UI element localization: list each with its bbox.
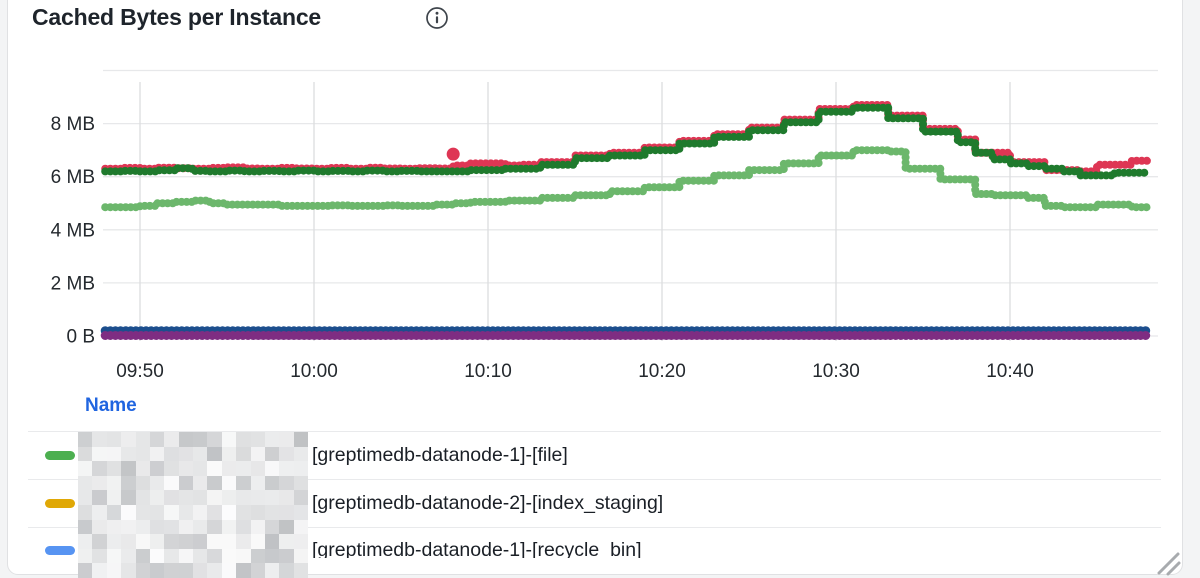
y-tick-label: 2 MB <box>51 273 95 294</box>
x-tick-label: 09:50 <box>116 361 164 382</box>
y-tick-label: 4 MB <box>51 220 95 241</box>
outlier-point <box>446 147 460 161</box>
vertical-gridlines <box>139 82 1011 341</box>
panel-title[interactable]: Cached Bytes per Instance <box>32 4 322 30</box>
legend-series-label[interactable]: [greptimedb-datanode-1]-[file] <box>312 444 568 466</box>
panel-resize-handle[interactable] <box>1157 552 1181 576</box>
legend-row[interactable]: [greptimedb-datanode-1]-[recycle_bin] <box>0 527 1200 558</box>
series-color-swatch[interactable] <box>45 498 75 508</box>
y-tick-label: 8 MB <box>51 114 95 135</box>
x-tick-label: 10:10 <box>464 361 512 382</box>
y-axis-tick-labels: 8 MB 6 MB 4 MB 2 MB 0 B <box>51 114 95 347</box>
legend-row[interactable]: [greptimedb-datanode-1]-[file] <box>0 432 1200 479</box>
x-tick-label: 10:40 <box>986 361 1034 382</box>
redacted-text-region <box>78 432 308 578</box>
series-color-swatch[interactable] <box>45 451 75 460</box>
x-axis-tick-labels: 09:50 10:00 10:10 10:20 10:30 10:40 <box>116 361 1034 382</box>
x-tick-label: 10:20 <box>638 361 686 382</box>
chart-series <box>100 101 1154 340</box>
legend-header-separator <box>28 431 1161 432</box>
series-light-green <box>101 146 1154 212</box>
series-dark-green <box>101 103 1154 180</box>
legend-column-header-name[interactable]: Name <box>85 395 137 416</box>
legend-row-separator <box>28 527 1161 528</box>
y-tick-label: 0 B <box>66 327 95 348</box>
legend-series-label[interactable]: [greptimedb-datanode-1]-[recycle_bin] <box>312 539 642 558</box>
legend-table: [greptimedb-datanode-1]-[file] [greptimed… <box>0 432 1200 558</box>
y-tick-label: 6 MB <box>51 167 95 188</box>
series-color-swatch[interactable] <box>45 546 75 555</box>
legend-row-separator <box>28 479 1161 480</box>
legend-row[interactable]: [greptimedb-datanode-2]-[index_staging] <box>0 480 1200 527</box>
x-tick-label: 10:30 <box>812 361 860 382</box>
info-circle-icon[interactable] <box>425 6 449 30</box>
legend-series-label[interactable]: [greptimedb-datanode-2]-[index_staging] <box>312 491 664 514</box>
x-tick-label: 10:00 <box>290 361 338 382</box>
